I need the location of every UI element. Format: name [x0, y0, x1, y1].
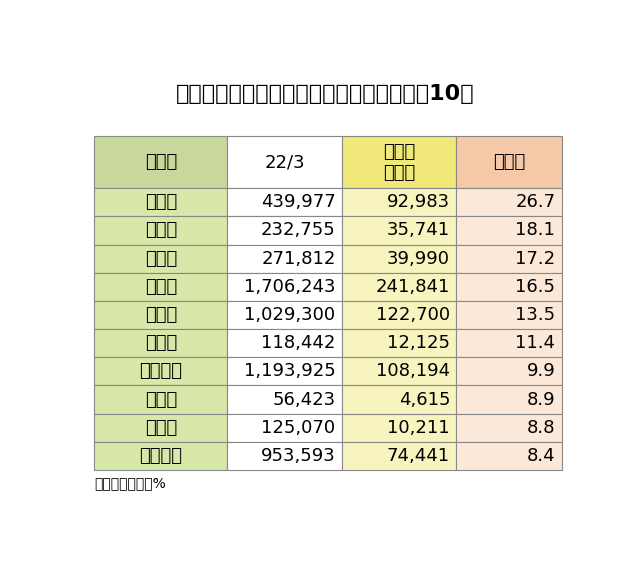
Text: 徳島大正: 徳島大正	[139, 447, 182, 465]
Bar	[457, 414, 562, 442]
Bar	[342, 442, 457, 470]
Text: 前年比
増加額: 前年比 増加額	[383, 143, 415, 182]
Bar	[94, 442, 227, 470]
Bar	[342, 329, 457, 357]
Bar	[94, 188, 227, 217]
Text: 1,193,925: 1,193,925	[244, 363, 335, 380]
Text: 241,841: 241,841	[376, 278, 450, 296]
Bar	[227, 442, 342, 470]
Bar	[342, 136, 457, 188]
Bar	[227, 414, 342, 442]
Bar	[94, 245, 227, 272]
Text: 8.9: 8.9	[526, 390, 555, 409]
Bar	[457, 245, 562, 272]
Text: 富　山: 富 山	[145, 390, 177, 409]
Bar	[94, 385, 227, 414]
Bar	[227, 357, 342, 385]
Bar	[227, 301, 342, 329]
Text: 125,070: 125,070	[262, 419, 335, 437]
Text: 9.9: 9.9	[526, 363, 555, 380]
Text: 56,423: 56,423	[272, 390, 335, 409]
Text: 増加率: 増加率	[493, 153, 525, 171]
Bar	[227, 385, 342, 414]
Bar	[227, 188, 342, 217]
Text: 11.4: 11.4	[515, 334, 555, 352]
Text: 122,700: 122,700	[376, 306, 450, 324]
Text: 秋　田: 秋 田	[145, 334, 177, 352]
Text: 岩　手: 岩 手	[145, 221, 177, 239]
Text: 74,441: 74,441	[387, 447, 450, 465]
Text: 宮　崎: 宮 崎	[145, 250, 177, 267]
Text: 地域銀の不動産担保貸出金の増加率　上位10行: 地域銀の不動産担保貸出金の増加率 上位10行	[176, 84, 475, 104]
Bar	[457, 329, 562, 357]
Bar	[94, 272, 227, 301]
Bar	[94, 136, 227, 188]
Bar	[342, 272, 457, 301]
Bar	[94, 217, 227, 245]
Bar	[457, 217, 562, 245]
Bar	[457, 188, 562, 217]
Text: 22/3: 22/3	[264, 153, 305, 171]
Text: 953,593: 953,593	[261, 447, 335, 465]
Text: 愛　知: 愛 知	[145, 193, 177, 211]
Bar	[94, 357, 227, 385]
Bar	[457, 385, 562, 414]
Bar	[227, 272, 342, 301]
Text: 12,125: 12,125	[387, 334, 450, 352]
Bar	[342, 357, 457, 385]
Bar	[94, 329, 227, 357]
Text: 16.5: 16.5	[515, 278, 555, 296]
Text: 35,741: 35,741	[387, 221, 450, 239]
Bar	[342, 217, 457, 245]
Bar	[342, 301, 457, 329]
Text: 18.1: 18.1	[516, 221, 555, 239]
Text: 232,755: 232,755	[261, 221, 335, 239]
Text: 8.4: 8.4	[526, 447, 555, 465]
Bar	[342, 188, 457, 217]
Bar	[457, 301, 562, 329]
Text: 山　口: 山 口	[145, 306, 177, 324]
Text: 108,194: 108,194	[376, 363, 450, 380]
Text: きらぼし: きらぼし	[139, 363, 182, 380]
Bar	[457, 442, 562, 470]
Bar	[342, 385, 457, 414]
Text: 単位：百万円、%: 単位：百万円、%	[94, 476, 166, 490]
Bar	[94, 414, 227, 442]
Bar	[227, 136, 342, 188]
Text: 271,812: 271,812	[261, 250, 335, 267]
Text: 4,615: 4,615	[399, 390, 450, 409]
Text: 1,029,300: 1,029,300	[244, 306, 335, 324]
Text: 10,211: 10,211	[387, 419, 450, 437]
Bar	[342, 245, 457, 272]
Bar	[457, 357, 562, 385]
Text: 8.8: 8.8	[527, 419, 555, 437]
Bar	[94, 301, 227, 329]
Text: 1,706,243: 1,706,243	[244, 278, 335, 296]
Text: 39,990: 39,990	[387, 250, 450, 267]
Text: 439,977: 439,977	[261, 193, 335, 211]
Text: 百　五: 百 五	[145, 278, 177, 296]
Text: 銀行名: 銀行名	[145, 153, 177, 171]
Text: 92,983: 92,983	[387, 193, 450, 211]
Text: 13.5: 13.5	[515, 306, 555, 324]
Text: 118,442: 118,442	[261, 334, 335, 352]
Bar	[227, 217, 342, 245]
Bar	[342, 414, 457, 442]
Bar	[457, 136, 562, 188]
Text: 17.2: 17.2	[515, 250, 555, 267]
Text: 26.7: 26.7	[515, 193, 555, 211]
Bar	[227, 329, 342, 357]
Text: 福　島: 福 島	[145, 419, 177, 437]
Bar	[227, 245, 342, 272]
Bar	[457, 272, 562, 301]
